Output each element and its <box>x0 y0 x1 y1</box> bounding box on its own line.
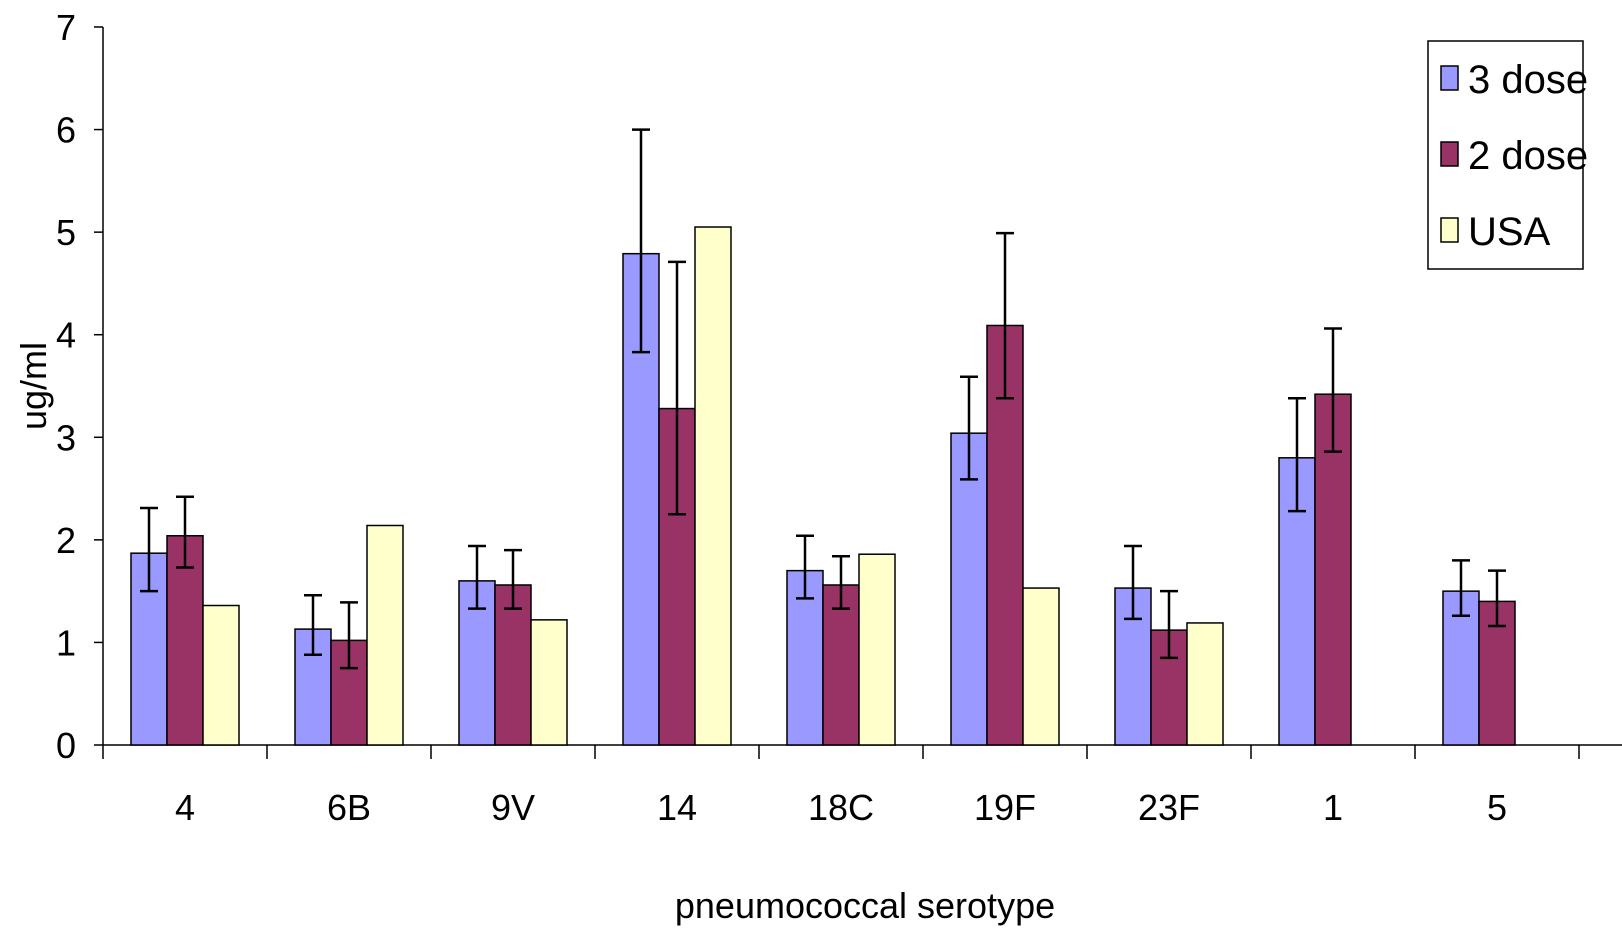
y-tick-label: 3 <box>56 417 76 458</box>
bar <box>166 535 204 746</box>
y-tick-label: 0 <box>56 725 76 766</box>
y-tick-label: 4 <box>56 315 76 356</box>
x-tick-label: 6B <box>327 787 371 828</box>
x-tick-label: 18C <box>808 787 874 828</box>
plot-area: 0 1 2 3 4 5 6 7 4 6B 9V 14 18C 19F 23F 1 5 <box>56 7 1622 828</box>
y-tick-label: 6 <box>56 110 76 151</box>
legend: 3 dose 2 dose USA <box>1427 40 1588 270</box>
bar <box>202 604 240 746</box>
y-tick-label: 1 <box>56 622 76 663</box>
bar <box>786 569 824 746</box>
bar <box>858 553 896 746</box>
legend-label: 2 dose <box>1468 134 1588 178</box>
legend-swatch <box>1440 217 1459 243</box>
bar <box>458 580 496 746</box>
legend-label: USA <box>1468 210 1551 254</box>
legend-swatch <box>1440 65 1459 91</box>
x-tick-label: 4 <box>175 787 195 828</box>
y-tick-label: 7 <box>56 7 76 48</box>
y-tick-label: 2 <box>56 520 76 561</box>
bar <box>366 524 404 746</box>
x-tick-label: 5 <box>1487 787 1507 828</box>
bar <box>1022 587 1060 746</box>
legend-label: 3 dose <box>1468 58 1588 102</box>
x-tick-label: 19F <box>974 787 1036 828</box>
bar <box>530 619 568 746</box>
x-tick-label: 14 <box>657 787 697 828</box>
x-tick-label: 23F <box>1138 787 1200 828</box>
y-tick-label: 5 <box>56 212 76 253</box>
x-axis-title: pneumococcal serotype <box>675 885 1055 926</box>
legend-swatch <box>1440 141 1459 167</box>
bar <box>694 226 732 746</box>
x-tick-label: 1 <box>1323 787 1343 828</box>
y-axis-title: ug/ml <box>13 342 54 430</box>
x-tick-label: 9V <box>491 787 535 828</box>
bar <box>1186 622 1224 746</box>
